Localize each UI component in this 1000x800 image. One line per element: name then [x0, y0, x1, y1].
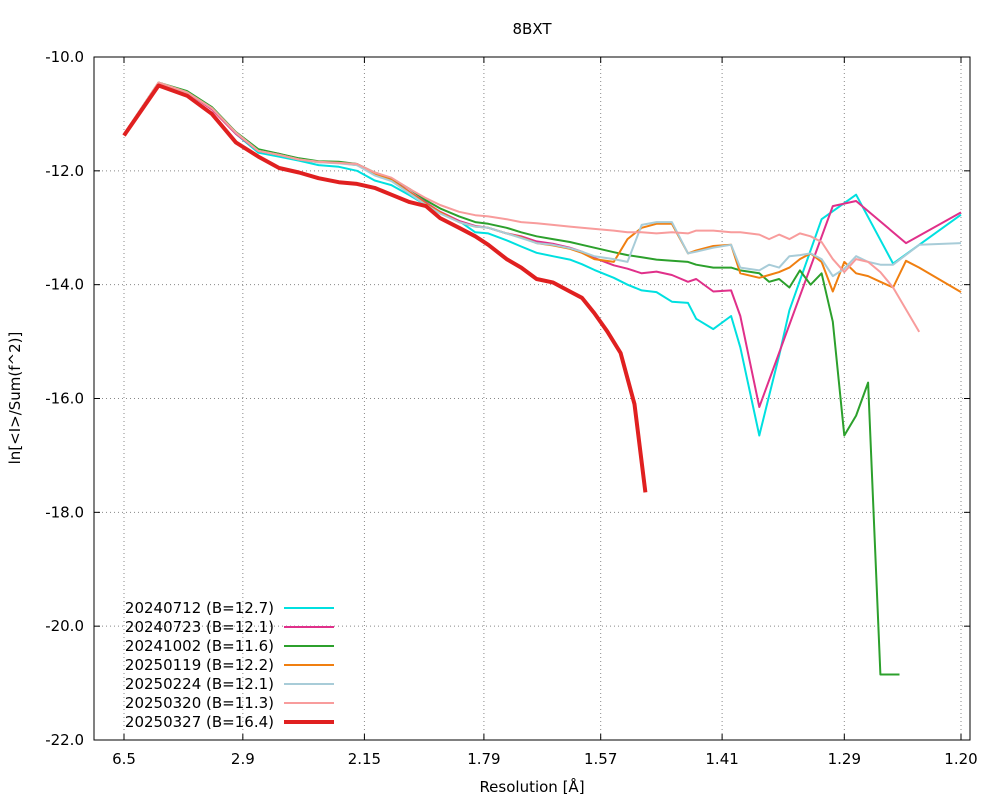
series-line-4 — [123, 81, 962, 278]
series-line-5 — [123, 81, 921, 333]
chart-title: 8BXT — [512, 20, 552, 38]
y-tick-label: -14.0 — [45, 276, 84, 294]
y-tick-label: -20.0 — [45, 617, 84, 635]
x-tick-label: 1.57 — [584, 750, 617, 768]
x-tick-label: 1.29 — [828, 750, 861, 768]
x-axis-label: Resolution [Å] — [479, 777, 584, 796]
legend-label: 20250119 (B=12.2) — [125, 656, 274, 674]
x-tick-label: 1.20 — [944, 750, 977, 768]
y-tick-label: -12.0 — [45, 162, 84, 180]
y-tick-label: -18.0 — [45, 503, 84, 521]
series-line-2 — [123, 81, 900, 676]
axis-ticks: 6.5 2.9 2.15 1.79 1.57 1.41 1.29 1.20 -10.0 -12.0… — [45, 48, 978, 768]
x-tick-label: 1.79 — [467, 750, 500, 768]
y-tick-label: -22.0 — [45, 731, 84, 749]
series-line-6 — [122, 83, 648, 493]
legend: 20240712 (B=12.7)20240723 (B=12.1)202410… — [125, 599, 334, 731]
x-tick-label: 2.9 — [231, 750, 255, 768]
x-tick-label: 6.5 — [112, 750, 136, 768]
x-tick-label: 2.15 — [348, 750, 381, 768]
series-line-0 — [123, 81, 962, 437]
legend-label: 20250327 (B=16.4) — [125, 713, 274, 731]
legend-label: 20240712 (B=12.7) — [125, 599, 274, 617]
x-tick-label: 1.41 — [705, 750, 738, 768]
legend-label: 20250320 (B=11.3) — [125, 694, 274, 712]
series-lines — [122, 81, 962, 676]
y-tick-label: -10.0 — [45, 48, 84, 66]
y-axis-label: ln[<I>/Sum(f^2)] — [6, 332, 24, 465]
legend-label: 20250224 (B=12.1) — [125, 675, 274, 693]
legend-label: 20241002 (B=11.6) — [125, 637, 274, 655]
y-tick-label: -16.0 — [45, 390, 84, 408]
legend-label: 20240723 (B=12.1) — [125, 618, 274, 636]
